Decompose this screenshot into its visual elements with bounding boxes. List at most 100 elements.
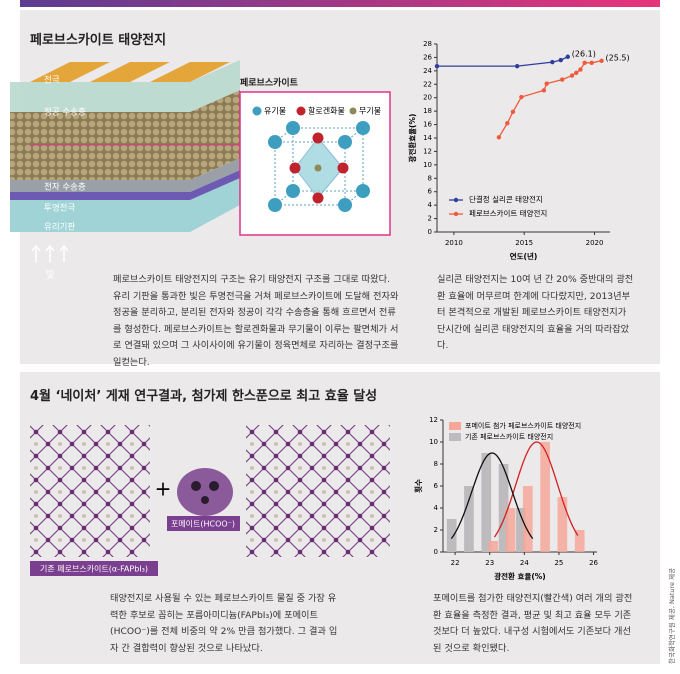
bar xyxy=(488,541,499,552)
y-tick-label: 26 xyxy=(423,53,432,61)
point xyxy=(544,81,549,86)
x-tick-label: 25 xyxy=(554,559,563,567)
y-tick-label: 10 xyxy=(423,161,432,169)
legend-label: 페로브스카이트 태양전지 xyxy=(469,208,547,218)
layer-label: 투명전극 xyxy=(44,203,75,214)
point xyxy=(589,60,594,65)
y-tick-label: 4 xyxy=(428,201,433,209)
layer-label: 전극 xyxy=(44,75,60,86)
fit-curve xyxy=(493,441,579,538)
bar xyxy=(446,519,457,552)
point xyxy=(599,58,604,63)
label-box xyxy=(30,561,158,576)
y-tick-label: 12 xyxy=(429,416,438,424)
point xyxy=(550,59,555,65)
y-tick-label: 8 xyxy=(428,174,432,182)
y-tick-label: 2 xyxy=(428,215,432,223)
y-tick-label: 14 xyxy=(423,134,432,142)
x-tick-label: 2020 xyxy=(586,239,604,247)
point xyxy=(514,63,520,69)
point xyxy=(434,63,440,69)
point xyxy=(574,70,579,76)
y-axis-label: 횟수 xyxy=(413,479,423,493)
x-tick-label: 2015 xyxy=(515,239,533,247)
y-tick-label: 0 xyxy=(434,548,438,556)
point xyxy=(569,73,575,78)
y-tick-label: 28 xyxy=(423,40,432,48)
x-axis-label: 광전환 효율(%) xyxy=(494,571,545,581)
layer-label: 정공 수송층 xyxy=(44,107,86,118)
bar xyxy=(522,486,533,552)
point xyxy=(510,109,516,115)
light-label: 빛 xyxy=(45,269,54,281)
section-title: 페로브스카이트 태양전지 xyxy=(30,33,167,48)
additive-label: 포메이트(HCOO⁻) xyxy=(171,519,235,529)
x-tick-label: 26 xyxy=(589,559,598,567)
y-tick-label: 0 xyxy=(428,228,432,236)
paragraph: 페로브스카이트 태양전지의 구조는 유기 태양전지 구조를 그대로 따왔다. 유… xyxy=(113,274,399,368)
legend-swatch xyxy=(252,106,262,116)
x-tick-label: 23 xyxy=(485,559,494,567)
base-label: 기존 페로브스카이트(α-FAPbI₃) xyxy=(40,564,148,574)
legend-label: 유기물 xyxy=(264,107,286,116)
bar xyxy=(498,464,509,552)
plus-sign: + xyxy=(155,477,172,501)
bar xyxy=(516,508,526,552)
bar xyxy=(574,530,585,552)
legend-swatch xyxy=(449,433,461,441)
y-tick-label: 6 xyxy=(434,482,439,490)
y-tick-label: 16 xyxy=(423,121,432,129)
point xyxy=(565,54,571,59)
y-tick-label: 10 xyxy=(429,438,438,446)
layer-label: 유리기판 xyxy=(44,223,75,233)
legend-label: 포메이트 첨가 페로브스카이트 태양전지 xyxy=(465,421,581,430)
crystal-title: 페로브스카이트 xyxy=(240,77,299,89)
legend-swatch xyxy=(453,211,459,217)
point xyxy=(496,135,502,140)
point xyxy=(582,60,587,65)
bar xyxy=(481,453,492,552)
legend-swatch xyxy=(449,422,461,430)
y-tick-label: 18 xyxy=(423,107,432,115)
y-axis-label: 광전환효율(%) xyxy=(407,114,417,163)
y-tick-label: 8 xyxy=(434,460,438,468)
legend-swatch xyxy=(349,107,357,115)
legend-label: 무기물 xyxy=(359,107,381,116)
legend-swatch xyxy=(453,197,459,203)
x-axis-label: 연도(년) xyxy=(510,251,538,261)
y-tick-label: 12 xyxy=(423,147,432,155)
paragraph: 실리콘 태양전지는 10여 년 간 20% 중반대의 광전환 효율에 머무르며 … xyxy=(437,274,634,351)
legend-swatch xyxy=(296,106,306,116)
paragraph: 포메이트를 첨가한 태양전지(빨간색) 여러 개의 광전환 효율을 측정한 결과… xyxy=(433,593,633,654)
bar xyxy=(557,497,568,552)
annotation: (26.1) xyxy=(572,49,596,58)
y-tick-label: 2 xyxy=(434,526,438,534)
y-tick-label: 4 xyxy=(434,504,439,512)
label-box xyxy=(167,516,240,531)
solar-cell-illustration xyxy=(10,60,240,262)
point xyxy=(578,67,583,72)
bar xyxy=(505,508,516,552)
bar xyxy=(464,486,474,552)
annotation: (25.5) xyxy=(606,53,630,62)
section-title: 4월 ‘네이처’ 게재 연구결과, 첨가제 한스푼으로 최고 효율 달성 xyxy=(30,389,378,404)
y-tick-label: 24 xyxy=(423,67,432,75)
credit: 한국화학연구원 제공, Nature 제공 xyxy=(667,568,676,664)
legend-label: 단결정 실리콘 태양전지 xyxy=(469,194,543,204)
crystal-structure xyxy=(268,121,370,212)
layer-label: 전자 수송층 xyxy=(44,182,86,193)
paragraph: 태양전지로 사용될 수 있는 페로브스카이트 물질 중 가장 유력한 후보로 꼽… xyxy=(110,593,338,654)
point xyxy=(558,57,563,63)
y-tick-label: 22 xyxy=(423,80,432,88)
bar xyxy=(540,442,550,552)
point xyxy=(505,121,510,126)
point xyxy=(559,77,565,82)
x-tick-label: 2010 xyxy=(445,239,463,247)
legend-label: 기존 페로브스카이트 태양전지 xyxy=(465,432,553,441)
x-tick-label: 22 xyxy=(451,559,460,567)
lattice-illustration xyxy=(30,425,390,557)
